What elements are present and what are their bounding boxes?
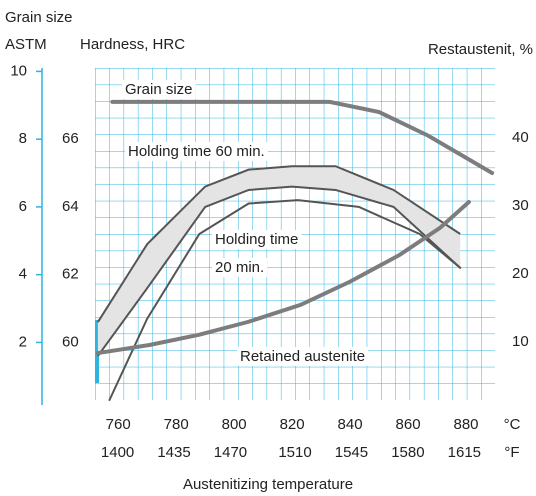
annotation: Retained austenite xyxy=(240,348,365,365)
y2-tick-label: 64 xyxy=(62,198,79,215)
axis-title: Hardness, HRC xyxy=(80,36,185,53)
annotation: Holding time 60 min. xyxy=(128,143,265,160)
band xyxy=(97,166,461,356)
x2-tick-label: 1615 xyxy=(448,444,481,461)
x2-tick-label: 1545 xyxy=(335,444,368,461)
axis-title: Austenitizing temperature xyxy=(183,476,353,493)
x2-tick-label: 1435 xyxy=(157,444,190,461)
annotation: 20 min. xyxy=(215,259,264,276)
axis-title: ASTM xyxy=(5,36,47,53)
x-tick-label: 860 xyxy=(396,416,421,433)
axis-title: Grain size xyxy=(5,9,73,26)
x-tick-label: 840 xyxy=(338,416,363,433)
y-tick-label: 2 xyxy=(19,333,27,350)
line xyxy=(108,199,462,401)
y-tick-label: 6 xyxy=(19,198,27,215)
line xyxy=(95,200,471,356)
y3-tick-label: 40 xyxy=(512,129,529,146)
y3-tick-label: 20 xyxy=(512,265,529,282)
annotation-bg xyxy=(125,141,268,161)
line xyxy=(110,99,495,176)
x2-tick-label: 1580 xyxy=(391,444,424,461)
y3-tick-label: 30 xyxy=(512,197,529,214)
annotation: Grain size xyxy=(125,81,193,98)
y-tick-label: 10 xyxy=(10,62,27,79)
axis-title: Restaustenit, % xyxy=(428,41,533,58)
annotation: Holding time xyxy=(215,231,298,248)
x2-tick-label: 1510 xyxy=(278,444,311,461)
band-edge xyxy=(97,185,461,357)
x-tick-label: 780 xyxy=(164,416,189,433)
unit: °C xyxy=(504,416,521,433)
unit: °F xyxy=(504,444,519,461)
x2-tick-label: 1400 xyxy=(101,444,134,461)
y3-tick-label: 10 xyxy=(512,333,529,350)
x-tick-label: 820 xyxy=(280,416,305,433)
y-tick-label: 8 xyxy=(19,130,27,147)
x-tick-label: 760 xyxy=(106,416,131,433)
y2-tick-label: 66 xyxy=(62,130,79,147)
y2-tick-label: 60 xyxy=(62,333,79,350)
y2-tick-label: 62 xyxy=(62,266,79,283)
x-tick-label: 880 xyxy=(453,416,478,433)
x2-tick-label: 1470 xyxy=(214,444,247,461)
annotation-bg xyxy=(122,79,196,99)
y-tick-label: 4 xyxy=(19,266,27,283)
annotation-bg xyxy=(212,229,302,249)
x-tick-label: 800 xyxy=(222,416,247,433)
annotation-bg xyxy=(237,346,369,366)
annotation-bg xyxy=(212,257,268,277)
band-edge xyxy=(97,165,461,323)
